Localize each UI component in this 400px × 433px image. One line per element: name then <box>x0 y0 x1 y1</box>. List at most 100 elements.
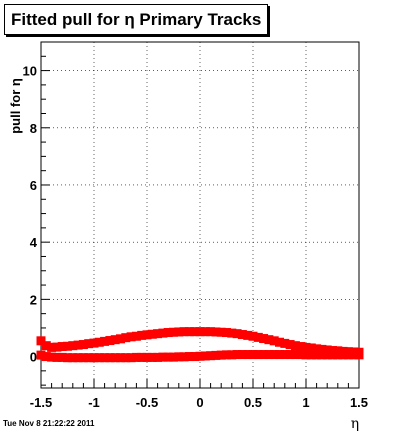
data-point-series-2 <box>275 350 284 360</box>
data-point-series-2 <box>259 350 269 360</box>
data-point-series-2 <box>36 350 46 360</box>
data-point-series-2 <box>131 352 141 362</box>
x-tick-label: 1.5 <box>350 395 368 410</box>
y-axis-label: pull for η <box>8 78 23 134</box>
data-point-series-1 <box>84 339 94 349</box>
data-point-series-1 <box>227 328 237 338</box>
data-point-series-1 <box>68 341 78 351</box>
data-point-series-1 <box>57 342 67 352</box>
data-point-series-2 <box>280 350 290 360</box>
data-point-series-2 <box>285 350 295 360</box>
data-point-series-2 <box>47 352 57 362</box>
data-point-series-1 <box>105 336 115 346</box>
y-tick-label: 4 <box>30 235 38 250</box>
data-point-series-2 <box>206 351 216 361</box>
data-point-series-1 <box>248 331 258 341</box>
y-tick-label: 0 <box>30 350 37 365</box>
data-point-series-2 <box>174 352 184 362</box>
data-point-series-1 <box>232 329 242 339</box>
data-point-series-2 <box>343 350 353 360</box>
data-point-series-2 <box>41 352 51 362</box>
data-point-series-1 <box>190 327 200 337</box>
data-point-series-2 <box>105 353 115 363</box>
y-tick-label: 6 <box>30 178 37 193</box>
data-point-series-1 <box>147 329 157 339</box>
x-tick-label: 0 <box>196 395 203 410</box>
data-point-series-1 <box>216 327 226 337</box>
data-point-series-1 <box>63 341 72 351</box>
data-point-series-1 <box>142 330 152 340</box>
data-point-series-2 <box>232 350 242 360</box>
data-point-series-1 <box>296 342 306 352</box>
data-point-series-1 <box>222 328 231 338</box>
data-point-series-2 <box>354 350 364 360</box>
data-point-series-1 <box>89 338 99 348</box>
data-point-series-1 <box>41 341 51 351</box>
data-point-series-1 <box>94 337 104 347</box>
data-point-series-1 <box>243 330 253 340</box>
data-point-series-2 <box>147 352 157 362</box>
data-point-series-2 <box>328 350 337 360</box>
data-point-series-1 <box>285 340 295 350</box>
data-point-series-1 <box>174 327 184 337</box>
data-point-series-2 <box>110 353 120 363</box>
data-point-series-1 <box>322 345 332 355</box>
data-point-series-2 <box>153 352 163 362</box>
data-point-series-2 <box>253 350 263 360</box>
data-point-series-2 <box>179 352 189 362</box>
x-tick-label: -1.5 <box>30 395 52 410</box>
data-point-series-2 <box>52 352 62 362</box>
data-point-series-2 <box>264 350 274 360</box>
data-point-series-2 <box>338 350 348 360</box>
data-point-series-2 <box>57 352 67 362</box>
data-point-series-2 <box>237 350 247 360</box>
data-point-series-1 <box>153 329 163 339</box>
timestamp: Tue Nov 8 21:22:22 2011 <box>3 419 95 428</box>
data-point-series-2 <box>163 352 173 362</box>
data-point-series-1 <box>312 344 322 354</box>
data-point-series-2 <box>137 352 147 362</box>
data-point-series-2 <box>68 353 78 363</box>
data-point-series-2 <box>116 353 125 363</box>
data-point-series-2 <box>89 353 99 363</box>
data-point-series-2 <box>73 353 83 363</box>
data-point-series-1 <box>36 336 46 346</box>
data-point-series-2 <box>211 350 221 360</box>
data-point-series-1 <box>269 336 279 346</box>
data-point-series-1 <box>47 342 57 352</box>
data-point-series-2 <box>269 350 279 360</box>
data-point-series-1 <box>184 327 194 337</box>
data-point-series-1 <box>169 327 178 337</box>
data-point-series-2 <box>216 350 226 360</box>
data-point-series-1 <box>137 330 147 340</box>
y-tick-label: 2 <box>30 292 37 307</box>
data-point-series-1 <box>110 335 120 345</box>
data-point-series-1 <box>306 343 316 353</box>
data-point-series-2 <box>84 353 94 363</box>
data-point-series-1 <box>275 337 284 347</box>
data-point-series-2 <box>290 350 300 360</box>
data-point-series-1 <box>200 327 210 337</box>
data-point-series-2 <box>158 352 168 362</box>
data-point-series-2 <box>63 353 72 363</box>
data-point-series-2 <box>200 351 210 361</box>
data-point-series-2 <box>322 350 332 360</box>
chart-title-text: Fitted pull for η Primary Tracks <box>11 10 262 29</box>
x-tick-label: 0.5 <box>244 395 262 410</box>
y-tick-label: 8 <box>30 121 37 136</box>
data-point-series-2 <box>317 350 327 360</box>
data-point-series-1 <box>301 342 311 352</box>
data-point-series-1 <box>206 327 216 337</box>
data-point-series-2 <box>184 352 194 362</box>
data-point-series-2 <box>227 350 237 360</box>
data-point-series-1 <box>264 335 274 345</box>
data-point-series-1 <box>52 342 62 352</box>
data-point-series-2 <box>248 350 258 360</box>
data-point-series-1 <box>126 332 136 342</box>
data-point-series-2 <box>195 351 205 361</box>
data-point-series-1 <box>100 336 110 346</box>
data-point-series-2 <box>190 352 200 362</box>
data-point-series-2 <box>121 353 131 363</box>
x-axis-label: η <box>351 416 359 432</box>
